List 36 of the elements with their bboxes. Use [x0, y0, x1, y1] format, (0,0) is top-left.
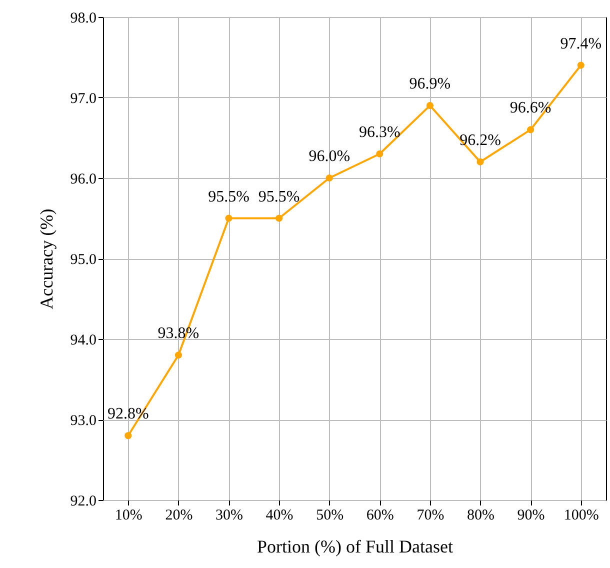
x-tick-label: 60%	[366, 508, 394, 524]
y-tick-label: 92.0	[70, 494, 96, 510]
y-tick-label: 93.0	[70, 413, 96, 429]
point	[527, 126, 534, 134]
x-tick-label: 90%	[517, 508, 545, 524]
point	[476, 158, 484, 166]
point	[225, 214, 232, 222]
x-tick-label: 100%	[564, 508, 599, 524]
data-label: 96.9%	[409, 76, 451, 93]
x-tick-label: 40%	[266, 508, 294, 524]
data-label: 96.3%	[358, 124, 400, 141]
point	[577, 62, 584, 69]
data-label: 96.0%	[308, 148, 350, 165]
point	[124, 432, 132, 440]
y-tick-label: 98.0	[70, 10, 96, 26]
point	[276, 214, 283, 222]
x-tick-label: 50%	[316, 508, 344, 524]
y-tick-label: 94.0	[70, 332, 96, 348]
y-tick-label: 95.0	[70, 252, 96, 268]
x-tick-label: 70%	[416, 508, 444, 524]
point	[426, 102, 434, 110]
data-label: 95.5%	[208, 188, 250, 206]
point	[326, 174, 333, 182]
x-axis-title: Portion (%) of Full Dataset	[257, 536, 453, 556]
x-tick-label: 30%	[216, 508, 243, 524]
data-label: 95.5%	[258, 188, 300, 206]
data-label: 97.4%	[560, 35, 602, 52]
point	[376, 150, 384, 158]
data-label: 96.2%	[460, 132, 501, 149]
x-tick-label: 20%	[165, 508, 193, 524]
x-tick-label: 80%	[467, 508, 494, 524]
y-tick-label: 97.0	[70, 91, 96, 107]
y-axis-title: Accuracy (%)	[36, 208, 56, 310]
y-tick-label: 96.0	[70, 172, 96, 188]
point	[174, 352, 182, 359]
x-tick-label: 10%	[114, 508, 142, 524]
